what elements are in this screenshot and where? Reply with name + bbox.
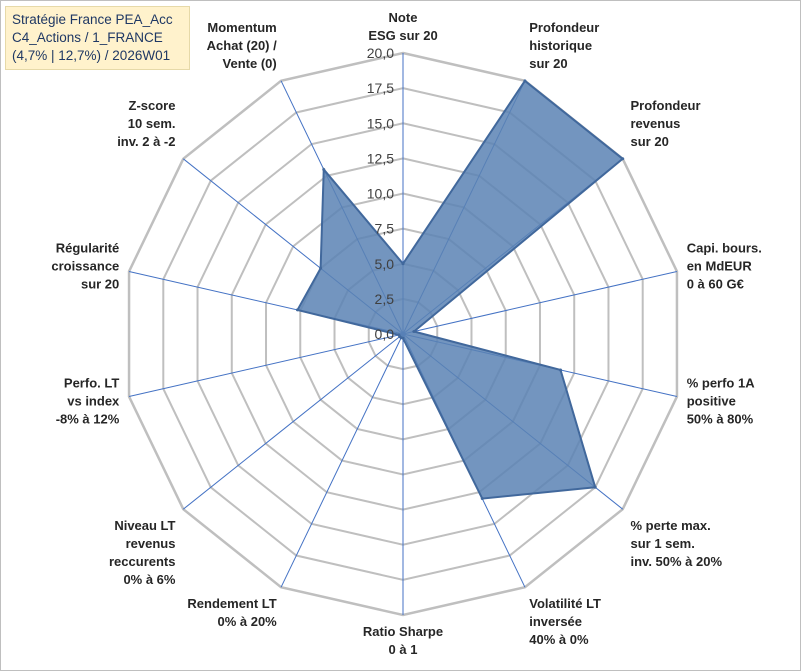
axis-label-line: sur 1 sem. xyxy=(631,536,695,551)
axis-label: Profondeur revenus sur 20 xyxy=(631,98,701,149)
data-point xyxy=(296,308,300,312)
axis-label-line: croissance xyxy=(51,259,119,274)
axis-label: Note ESG sur 20 xyxy=(368,10,437,43)
axis-label-line: inversée xyxy=(529,614,582,629)
axis-label-line: Perfo. LT xyxy=(64,375,119,390)
axis-label: % perte max. sur 1 sem. inv. 50% à 20% xyxy=(631,518,723,569)
axis-label-line: 0 à 60 G€ xyxy=(687,277,744,292)
axis-spoke xyxy=(182,333,404,510)
axis-label-line: inv. 2 à -2 xyxy=(117,134,175,149)
radar-tick-labels: 0,0 2,5 5,0 7,5 10,0 12,5 15,0 17,5 20,0 xyxy=(367,45,394,342)
data-point xyxy=(401,262,405,266)
axis-label-line: 0 à 1 xyxy=(389,642,418,657)
axis-spoke xyxy=(280,333,404,588)
radar-series xyxy=(296,79,625,501)
tick-label: 7,5 xyxy=(375,221,395,237)
axis-label-line: sur 20 xyxy=(631,134,669,149)
axis-label-line: % perfo 1A xyxy=(687,375,756,390)
title-line-2: C4_Actions / 1_FRANCE xyxy=(12,30,163,45)
axis-label-line: Z-score xyxy=(129,98,176,113)
axis-spoke xyxy=(128,333,404,398)
data-point xyxy=(322,167,326,171)
axis-label-line: sur 20 xyxy=(529,56,567,71)
axis-label-line: inv. 50% à 20% xyxy=(631,554,723,569)
axis-label: Momentum Achat (20) / Vente (0) xyxy=(207,20,277,71)
axis-label: Régularité croissance sur 20 xyxy=(51,241,119,292)
axis-label-line: 0% à 20% xyxy=(217,614,277,629)
axis-label-line: Note xyxy=(389,10,418,25)
tick-label: 12,5 xyxy=(367,150,394,166)
chart-title-box: Stratégie France PEA_Acc C4_Actions / 1_… xyxy=(5,6,190,70)
axis-label-line: Volatilité LT xyxy=(529,596,601,611)
tick-label: 2,5 xyxy=(375,291,395,307)
axis-label: Ratio Sharpe 0 à 1 xyxy=(363,624,443,657)
data-point xyxy=(397,333,401,337)
tick-label: 0,0 xyxy=(375,326,395,342)
series-area xyxy=(296,79,625,500)
radar-axis-labels: Note ESG sur 20 Profondeur historique sur 20… xyxy=(51,10,761,657)
axis-label-line: Rendement LT xyxy=(187,596,276,611)
axis-label-line: reccurents xyxy=(109,554,175,569)
tick-label: 10,0 xyxy=(367,186,394,202)
axis-label-line: revenus xyxy=(126,536,176,551)
data-point xyxy=(593,485,597,489)
axis-label-line: vs index xyxy=(67,393,120,408)
axis-label: Z-score 10 sem. inv. 2 à -2 xyxy=(117,98,175,149)
data-point xyxy=(480,497,484,501)
axis-label: % perfo 1A positive 50% à 80% xyxy=(687,375,756,426)
tick-label: 17,5 xyxy=(367,80,394,96)
axis-label-line: 10 sem. xyxy=(128,116,176,131)
axis-label-line: historique xyxy=(529,38,592,53)
data-point xyxy=(319,266,323,270)
tick-label: 5,0 xyxy=(375,256,395,272)
data-point xyxy=(559,368,563,372)
data-point xyxy=(621,157,625,161)
axis-label-line: ESG sur 20 xyxy=(368,28,437,43)
axis-label-line: Profondeur xyxy=(529,20,599,35)
axis-label: Niveau LT revenus reccurents 0% à 6% xyxy=(109,518,176,587)
axis-label-line: -8% à 12% xyxy=(56,411,120,426)
axis-label-line: Régularité xyxy=(56,241,120,256)
axis-label-line: revenus xyxy=(631,116,681,131)
axis-label-line: positive xyxy=(687,393,736,408)
axis-label: Profondeur historique sur 20 xyxy=(529,20,599,71)
axis-label-line: sur 20 xyxy=(81,277,119,292)
data-point xyxy=(523,79,527,83)
title-line-3: (4,7% | 12,7%) / 2026W01 xyxy=(12,48,171,63)
axis-label: Capi. bours. en MdEUR 0 à 60 G€ xyxy=(687,241,762,292)
data-point xyxy=(412,329,416,333)
title-line-1: Stratégie France PEA_Acc xyxy=(12,12,173,27)
axis-label-line: Ratio Sharpe xyxy=(363,624,443,639)
axis-label-line: % perte max. xyxy=(631,518,711,533)
axis-label-line: Vente (0) xyxy=(223,56,277,71)
axis-label-line: en MdEUR xyxy=(687,259,753,274)
axis-label-line: Niveau LT xyxy=(114,518,175,533)
axis-label-line: Momentum xyxy=(207,20,276,35)
axis-label-line: Profondeur xyxy=(631,98,701,113)
axis-label-line: Capi. bours. xyxy=(687,241,762,256)
axis-label-line: 40% à 0% xyxy=(529,632,589,647)
tick-label: 20,0 xyxy=(367,45,394,61)
axis-label-line: Achat (20) / xyxy=(207,38,277,53)
axis-label: Volatilité LT inversée 40% à 0% xyxy=(529,596,601,647)
axis-label-line: 0% à 6% xyxy=(123,572,175,587)
axis-label-line: 50% à 80% xyxy=(687,411,754,426)
axis-label: Perfo. LT vs index -8% à 12% xyxy=(56,375,120,426)
tick-label: 15,0 xyxy=(367,115,394,131)
axis-spoke xyxy=(402,270,678,335)
axis-label: Rendement LT 0% à 20% xyxy=(187,596,277,629)
